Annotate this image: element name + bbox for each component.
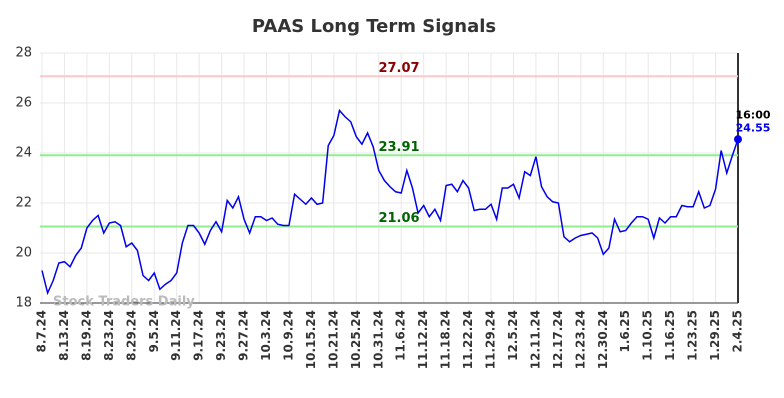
- x-tick-label: 9.11.24: [169, 310, 183, 361]
- price-line: [41, 108, 739, 296]
- x-tick-label: 8.19.24: [79, 310, 93, 361]
- x-tick-label: 10.3.24: [259, 310, 273, 361]
- reference-label: 27.07: [378, 61, 419, 76]
- reference-label: 21.06: [378, 211, 419, 226]
- x-tick-label: 1.6.25: [618, 310, 632, 353]
- x-tick-label: 8.13.24: [57, 310, 71, 361]
- x-tick-label: 1.10.25: [641, 310, 655, 361]
- x-tick-label: 9.17.24: [192, 310, 206, 361]
- x-tick-label: 9.27.24: [237, 310, 251, 361]
- y-tick-label: 28: [15, 46, 32, 61]
- x-tick-label: 1.23.25: [686, 310, 700, 361]
- y-tick-label: 24: [15, 146, 32, 161]
- x-tick-label: 11.6.24: [394, 310, 408, 361]
- chart-title: PAAS Long Term Signals: [252, 16, 496, 37]
- x-tick-label: 11.22.24: [461, 310, 475, 369]
- x-tick-label: 2.4.25: [731, 310, 745, 353]
- x-tick-label: 1.29.25: [708, 310, 722, 361]
- watermark: Stock Traders Daily: [53, 295, 195, 310]
- reference-label: 23.91: [378, 140, 419, 155]
- x-tick-label: 11.18.24: [439, 310, 453, 369]
- x-tick-label: 10.9.24: [281, 310, 295, 361]
- x-tick-label: 12.23.24: [573, 310, 587, 369]
- x-tick-label: 12.30.24: [596, 310, 610, 369]
- x-tick-label: 11.29.24: [484, 310, 498, 369]
- last-time: 16:00: [735, 108, 770, 121]
- y-tick-label: 18: [15, 296, 32, 311]
- x-tick-label: 11.12.24: [416, 310, 430, 369]
- x-tick-label: 8.29.24: [124, 310, 138, 361]
- x-tick-label: 8.23.24: [102, 310, 116, 361]
- x-tick-label: 1.16.25: [663, 310, 677, 361]
- x-tick-label: 8.7.24: [35, 310, 49, 353]
- x-tick-label: 12.11.24: [528, 310, 542, 369]
- x-tick-label: 12.5.24: [506, 310, 520, 361]
- y-tick-label: 20: [15, 246, 32, 261]
- x-tick-label: 9.23.24: [214, 310, 228, 361]
- x-tick-label: 10.15.24: [304, 310, 318, 369]
- y-tick-label: 26: [15, 96, 32, 111]
- x-tick-label: 9.5.24: [147, 310, 161, 353]
- last-value: 24.55: [736, 121, 771, 134]
- x-tick-label: 10.31.24: [371, 310, 385, 369]
- x-tick-label: 12.17.24: [551, 310, 565, 369]
- x-tick-label: 10.21.24: [326, 310, 340, 369]
- x-tick-label: 10.25.24: [349, 310, 363, 369]
- last-point: [734, 135, 742, 144]
- y-tick-label: 22: [15, 196, 32, 211]
